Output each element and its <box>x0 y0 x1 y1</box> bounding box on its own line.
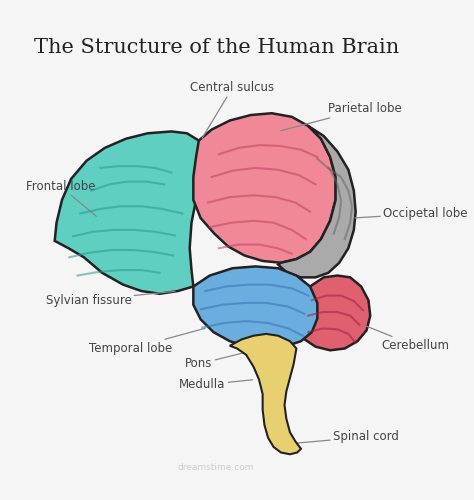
Text: Occipetal lobe: Occipetal lobe <box>355 207 467 220</box>
Polygon shape <box>278 126 356 278</box>
Polygon shape <box>294 276 370 350</box>
Text: dreamstime.com: dreamstime.com <box>178 462 255 471</box>
Polygon shape <box>230 334 301 454</box>
Text: Medulla: Medulla <box>179 378 253 392</box>
Text: Parietal lobe: Parietal lobe <box>281 102 402 130</box>
Text: Pons: Pons <box>185 353 244 370</box>
Text: Spinal cord: Spinal cord <box>296 430 399 444</box>
Text: Sylvian fissure: Sylvian fissure <box>46 292 175 306</box>
Text: Cerebellum: Cerebellum <box>365 326 449 352</box>
Text: Frontal lobe: Frontal lobe <box>26 180 96 216</box>
Text: Temporal lobe: Temporal lobe <box>90 328 205 355</box>
Polygon shape <box>193 113 336 263</box>
Polygon shape <box>55 132 202 294</box>
Text: Central sulcus: Central sulcus <box>191 81 274 138</box>
Text: The Structure of the Human Brain: The Structure of the Human Brain <box>34 38 399 57</box>
Polygon shape <box>193 266 318 348</box>
